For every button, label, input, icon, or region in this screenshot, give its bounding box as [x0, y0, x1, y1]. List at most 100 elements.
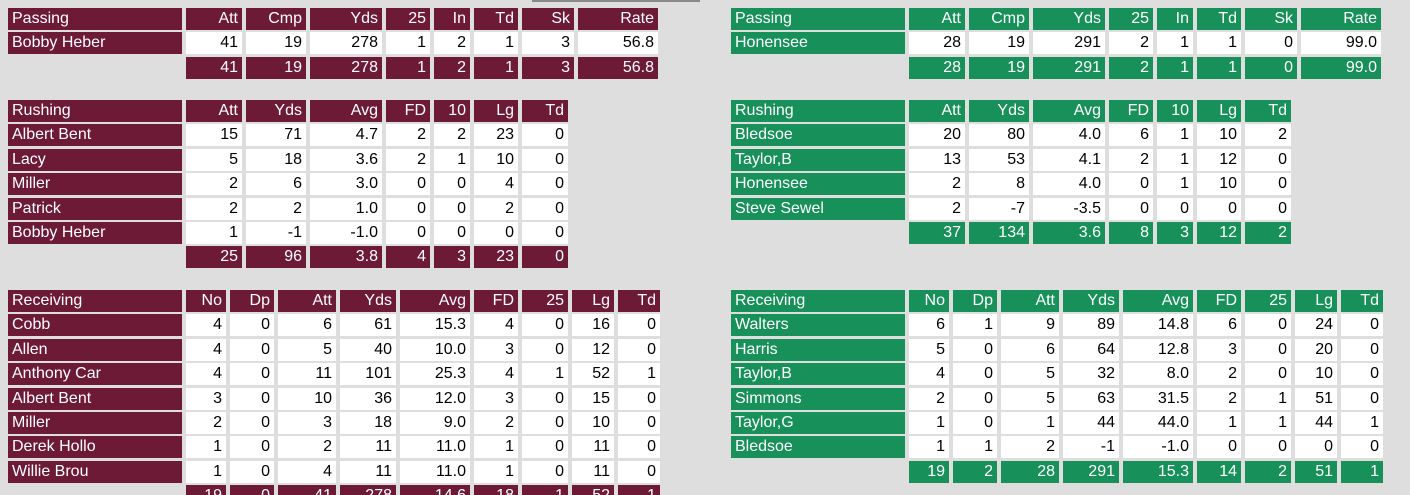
stat-cell: 1 [1157, 32, 1193, 55]
stat-cell: 6 [1197, 314, 1241, 337]
stat-cell: 19 [969, 32, 1029, 55]
total-cell: 278 [310, 56, 382, 79]
player-name: Miller [8, 173, 182, 196]
total-cell: 1 [1341, 460, 1383, 483]
stat-cell: 11 [340, 460, 396, 483]
stat-cell: 24 [1295, 314, 1337, 337]
stat-cell: 4.0 [1033, 124, 1105, 147]
stat-cell: 2 [1109, 148, 1153, 171]
total-cell: 12 [1197, 221, 1241, 244]
stat-cell: 44 [1063, 411, 1119, 434]
header-cell: Lg [474, 100, 518, 122]
total-cell: 99.0 [1301, 56, 1381, 79]
stat-cell: -1 [246, 221, 306, 244]
player-name: Simmons [731, 387, 905, 410]
stat-cell: 0 [522, 124, 568, 147]
stat-cell: -7 [969, 197, 1029, 220]
header-cell: Rate [1301, 8, 1381, 30]
stat-cell: 2 [1197, 387, 1241, 410]
stat-cell: 8 [969, 173, 1029, 196]
stat-cell: 0 [1245, 314, 1291, 337]
stat-cell: 0 [522, 411, 568, 434]
stat-cell: 6 [1001, 338, 1059, 361]
total-cell: 51 [1295, 460, 1337, 483]
stat-cell: 0 [953, 387, 997, 410]
stat-cell: 23 [474, 124, 518, 147]
header-cell: Yds [1063, 290, 1119, 312]
total-cell: 56.8 [578, 56, 658, 79]
passing-table: Passing Att Cmp Yds 25 In Td Sk Rate Bobby Heber 4… [8, 8, 658, 79]
header-cell: Rushing [731, 100, 905, 122]
stat-cell: 1 [474, 436, 518, 459]
stat-cell: 0 [1341, 314, 1383, 337]
stat-cell: 4 [474, 173, 518, 196]
stat-cell: 1 [1157, 148, 1193, 171]
stat-cell: 12.8 [1123, 338, 1193, 361]
stat-cell: 2 [909, 197, 965, 220]
stat-cell: 2 [1245, 124, 1291, 147]
stat-cell: 2 [246, 197, 306, 220]
stat-cell: 5 [1001, 387, 1059, 410]
header-cell: Lg [1295, 290, 1337, 312]
total-cell: 4 [386, 246, 430, 269]
stat-cell: 1 [434, 148, 470, 171]
stat-cell: 0 [618, 436, 660, 459]
total-cell: 0 [1245, 56, 1297, 79]
total-cell: 1 [386, 56, 430, 79]
stat-cell: 0 [1341, 387, 1383, 410]
stat-cell: 1 [522, 363, 568, 386]
header-cell: FD [474, 290, 518, 312]
total-cell: 37 [909, 221, 965, 244]
stat-cell: 2 [386, 148, 430, 171]
header-cell: Att [186, 100, 242, 122]
total-cell: 0 [230, 485, 274, 495]
stat-cell: 10 [572, 411, 614, 434]
stat-cell: 0 [522, 460, 568, 483]
stat-cell: 4.1 [1033, 148, 1105, 171]
player-name: Taylor,B [731, 148, 905, 171]
stat-cell: 1.0 [310, 197, 382, 220]
header-cell: Lg [1197, 100, 1241, 122]
stat-cell: 2 [278, 436, 336, 459]
stat-cell: 0 [1341, 338, 1383, 361]
stat-cell: 1 [1245, 411, 1291, 434]
stat-cell: 31.5 [1123, 387, 1193, 410]
stat-cell: 10 [1295, 363, 1337, 386]
stat-cell: 28 [909, 32, 965, 55]
stat-cell: 12 [1197, 148, 1241, 171]
stat-cell: 1 [186, 460, 226, 483]
stat-cell: 2 [909, 387, 949, 410]
header-cell: Receiving [731, 290, 905, 312]
stat-cell: 2 [434, 124, 470, 147]
header-cell: Att [909, 100, 965, 122]
stat-cell: 0 [1341, 436, 1383, 459]
stat-cell: 1 [186, 436, 226, 459]
total-cell: 14 [1197, 460, 1241, 483]
stat-cell: 15 [186, 124, 242, 147]
stat-cell: 9.0 [400, 411, 470, 434]
stat-cell: 0 [618, 314, 660, 337]
total-cell: 1 [474, 56, 518, 79]
player-name: Harris [731, 338, 905, 361]
header-cell: Avg [1033, 100, 1105, 122]
total-cell: 2 [1245, 460, 1291, 483]
stat-cell: 6 [1109, 124, 1153, 147]
stat-cell: 2 [1001, 436, 1059, 459]
stat-cell: 1 [1245, 387, 1291, 410]
total-cell: 41 [278, 485, 336, 495]
stat-cell: 3 [522, 32, 574, 55]
rushing-table: Rushing Att Yds Avg FD 10 Lg Td Albert Bent 15 71 4… [8, 100, 568, 269]
total-cell: 28 [1001, 460, 1059, 483]
stat-cell: 0 [434, 221, 470, 244]
stat-cell: 0 [522, 387, 568, 410]
player-name: Patrick [8, 197, 182, 220]
stat-cell: 0 [522, 173, 568, 196]
header-cell: No [909, 290, 949, 312]
header-cell: Yds [1033, 8, 1105, 30]
player-name: Albert Bent [8, 387, 182, 410]
stat-cell: 11.0 [400, 460, 470, 483]
stat-cell: 0 [434, 173, 470, 196]
header-cell: Rushing [8, 100, 182, 122]
stat-cell: 1 [1197, 32, 1241, 55]
